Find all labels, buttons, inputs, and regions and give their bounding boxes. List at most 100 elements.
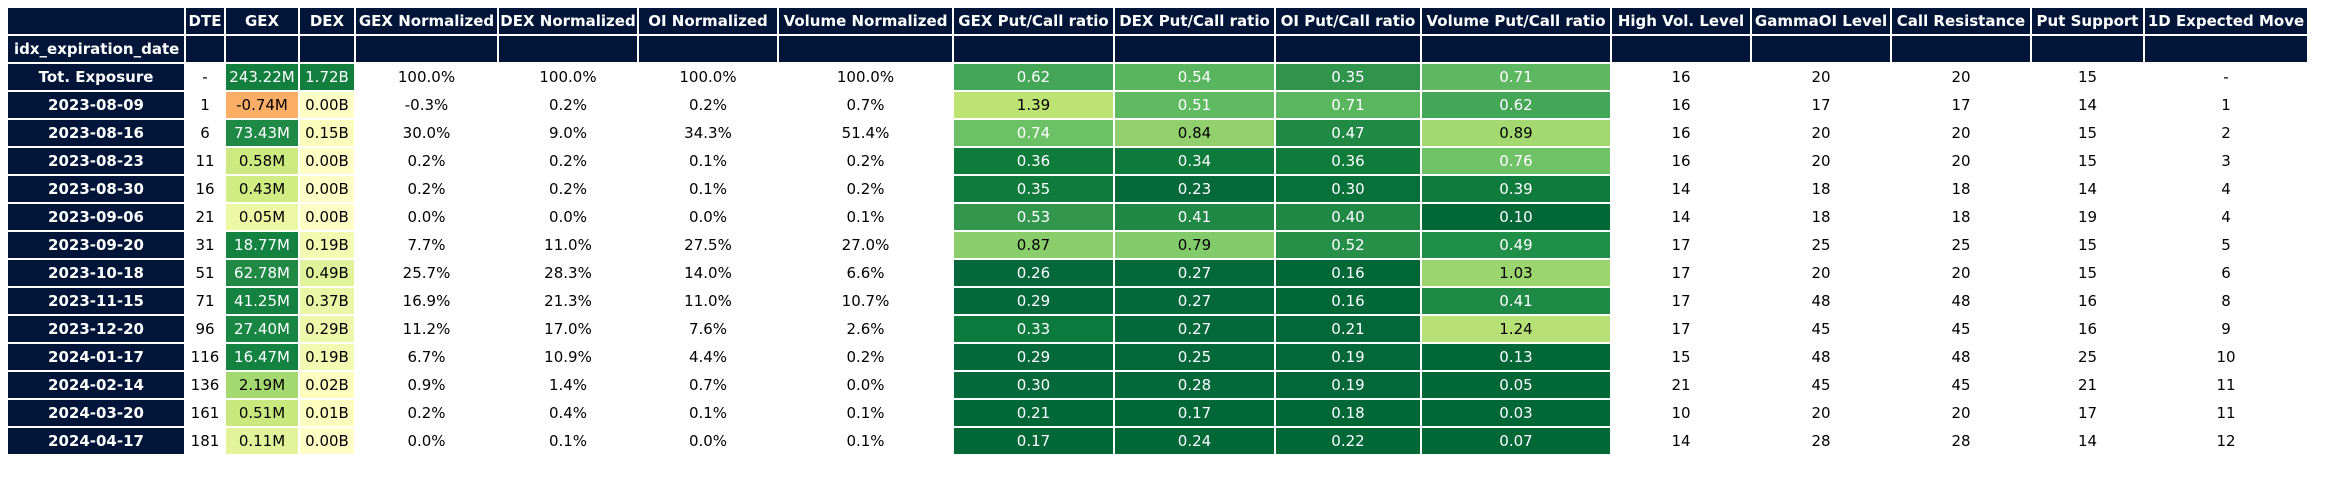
table-cell: 27.40M (224, 314, 300, 344)
table-cell: 62.78M (224, 258, 300, 288)
table-cell: 0.17 (1113, 398, 1276, 428)
column-header: OI Normalized (637, 6, 779, 36)
table-cell: 0.30 (1274, 174, 1422, 204)
table-cell: 48 (1890, 342, 2032, 372)
row-index-label: 2024-03-20 (6, 398, 186, 428)
table-cell: 45 (1890, 314, 2032, 344)
column-header: DEX Put/Call ratio (1113, 6, 1276, 36)
table-cell: 17 (1610, 258, 1752, 288)
table-cell: 0.18 (1274, 398, 1422, 428)
table-cell: 15 (2030, 118, 2145, 148)
table-cell: 0.7% (637, 370, 779, 400)
table-cell: 0.79 (1113, 230, 1276, 260)
table-cell: 0.2% (497, 90, 639, 120)
table-cell: 10.9% (497, 342, 639, 372)
index-header-blank (1890, 34, 2032, 64)
column-header: Put Support (2030, 6, 2145, 36)
table-cell: 21 (2030, 370, 2145, 400)
table-cell: 0.00B (298, 426, 356, 456)
table-cell: 0.62 (1420, 90, 1612, 120)
row-index-label: Tot. Exposure (6, 62, 186, 92)
corner-header (6, 6, 186, 36)
table-cell: 0.9% (354, 370, 499, 400)
table-cell: 17 (1610, 230, 1752, 260)
index-header-blank (354, 34, 499, 64)
table-cell: 25 (1890, 230, 2032, 260)
table-cell: 20 (1890, 146, 2032, 176)
table-cell: 20 (1750, 62, 1892, 92)
table-cell: 0.00B (298, 174, 356, 204)
table-cell: 18 (1750, 202, 1892, 232)
table-cell: 0.47 (1274, 118, 1422, 148)
table-cell: 11 (2143, 398, 2309, 428)
table-cell: 0.21 (1274, 314, 1422, 344)
table-cell: 0.16 (1274, 286, 1422, 316)
table-cell: 0.16 (1274, 258, 1422, 288)
table-cell: 0.21 (952, 398, 1115, 428)
table-cell: - (184, 62, 226, 92)
table-cell: 1.72B (298, 62, 356, 92)
table-cell: 17 (1890, 90, 2032, 120)
index-header-blank (1610, 34, 1752, 64)
table-cell: 0.10 (1420, 202, 1612, 232)
table-cell: 4 (2143, 174, 2309, 204)
table-cell: 0.17 (952, 426, 1115, 456)
column-header: GEX Put/Call ratio (952, 6, 1115, 36)
table-cell: 0.02B (298, 370, 356, 400)
column-header: DEX (298, 6, 356, 36)
table-cell: 20 (1890, 258, 2032, 288)
table-cell: 116 (184, 342, 226, 372)
table-cell: 100.0% (354, 62, 499, 92)
row-index-label: 2023-09-06 (6, 202, 186, 232)
table-cell: 17 (1610, 314, 1752, 344)
table-cell: 0.0% (497, 202, 639, 232)
table-cell: 0.25 (1113, 342, 1276, 372)
table-cell: 0.29 (952, 286, 1115, 316)
table-cell: 0.27 (1113, 258, 1276, 288)
table-cell: 0.11M (224, 426, 300, 456)
table-cell: 0.54 (1113, 62, 1276, 92)
row-index-label: 2023-09-20 (6, 230, 186, 260)
table-cell: 0.29 (952, 342, 1115, 372)
table-cell: 0.30 (952, 370, 1115, 400)
table-cell: 6.7% (354, 342, 499, 372)
table-cell: 181 (184, 426, 226, 456)
table-cell: 0.35 (952, 174, 1115, 204)
table-cell: 0.27 (1113, 286, 1276, 316)
expiration-exposure-table: DTE GEX DEX GEX Normalized DEX Normalized OI … (6, 6, 2309, 456)
table-cell: 21 (184, 202, 226, 232)
table-cell: 1 (184, 90, 226, 120)
table-cell: 51 (184, 258, 226, 288)
table-cell: 11.2% (354, 314, 499, 344)
table-row: 2023-08-16 6 73.43M 0.15B 30.0% 9.0% 34.3% 51.4… (6, 118, 2309, 148)
table-cell: 48 (1750, 286, 1892, 316)
table-cell: 48 (1750, 342, 1892, 372)
table-cell: 243.22M (224, 62, 300, 92)
table-cell: 5 (2143, 230, 2309, 260)
table-cell: 0.27 (1113, 314, 1276, 344)
table-cell: 0.51M (224, 398, 300, 428)
table-cell: 100.0% (497, 62, 639, 92)
table-cell: 0.41 (1113, 202, 1276, 232)
table-cell: 25 (2030, 342, 2145, 372)
table-cell: 6 (184, 118, 226, 148)
table-cell: 161 (184, 398, 226, 428)
table-cell: 0.1% (497, 426, 639, 456)
table-cell: 0.33 (952, 314, 1115, 344)
row-index-label: 2023-08-23 (6, 146, 186, 176)
table-cell: 0.24 (1113, 426, 1276, 456)
table-cell: 30.0% (354, 118, 499, 148)
table-cell: 3 (2143, 146, 2309, 176)
table-cell: 16 (1610, 118, 1752, 148)
column-header: 1D Expected Move (2143, 6, 2309, 36)
table-cell: 0.2% (354, 174, 499, 204)
table-cell: 15 (2030, 146, 2145, 176)
table-cell: 15 (2030, 230, 2145, 260)
table-cell: 21.3% (497, 286, 639, 316)
table-cell: 0.05 (1420, 370, 1612, 400)
index-header-blank (497, 34, 639, 64)
index-header-blank (1274, 34, 1422, 64)
table-cell: 0.2% (777, 174, 954, 204)
table-cell: 0.1% (637, 398, 779, 428)
table-cell: 6 (2143, 258, 2309, 288)
